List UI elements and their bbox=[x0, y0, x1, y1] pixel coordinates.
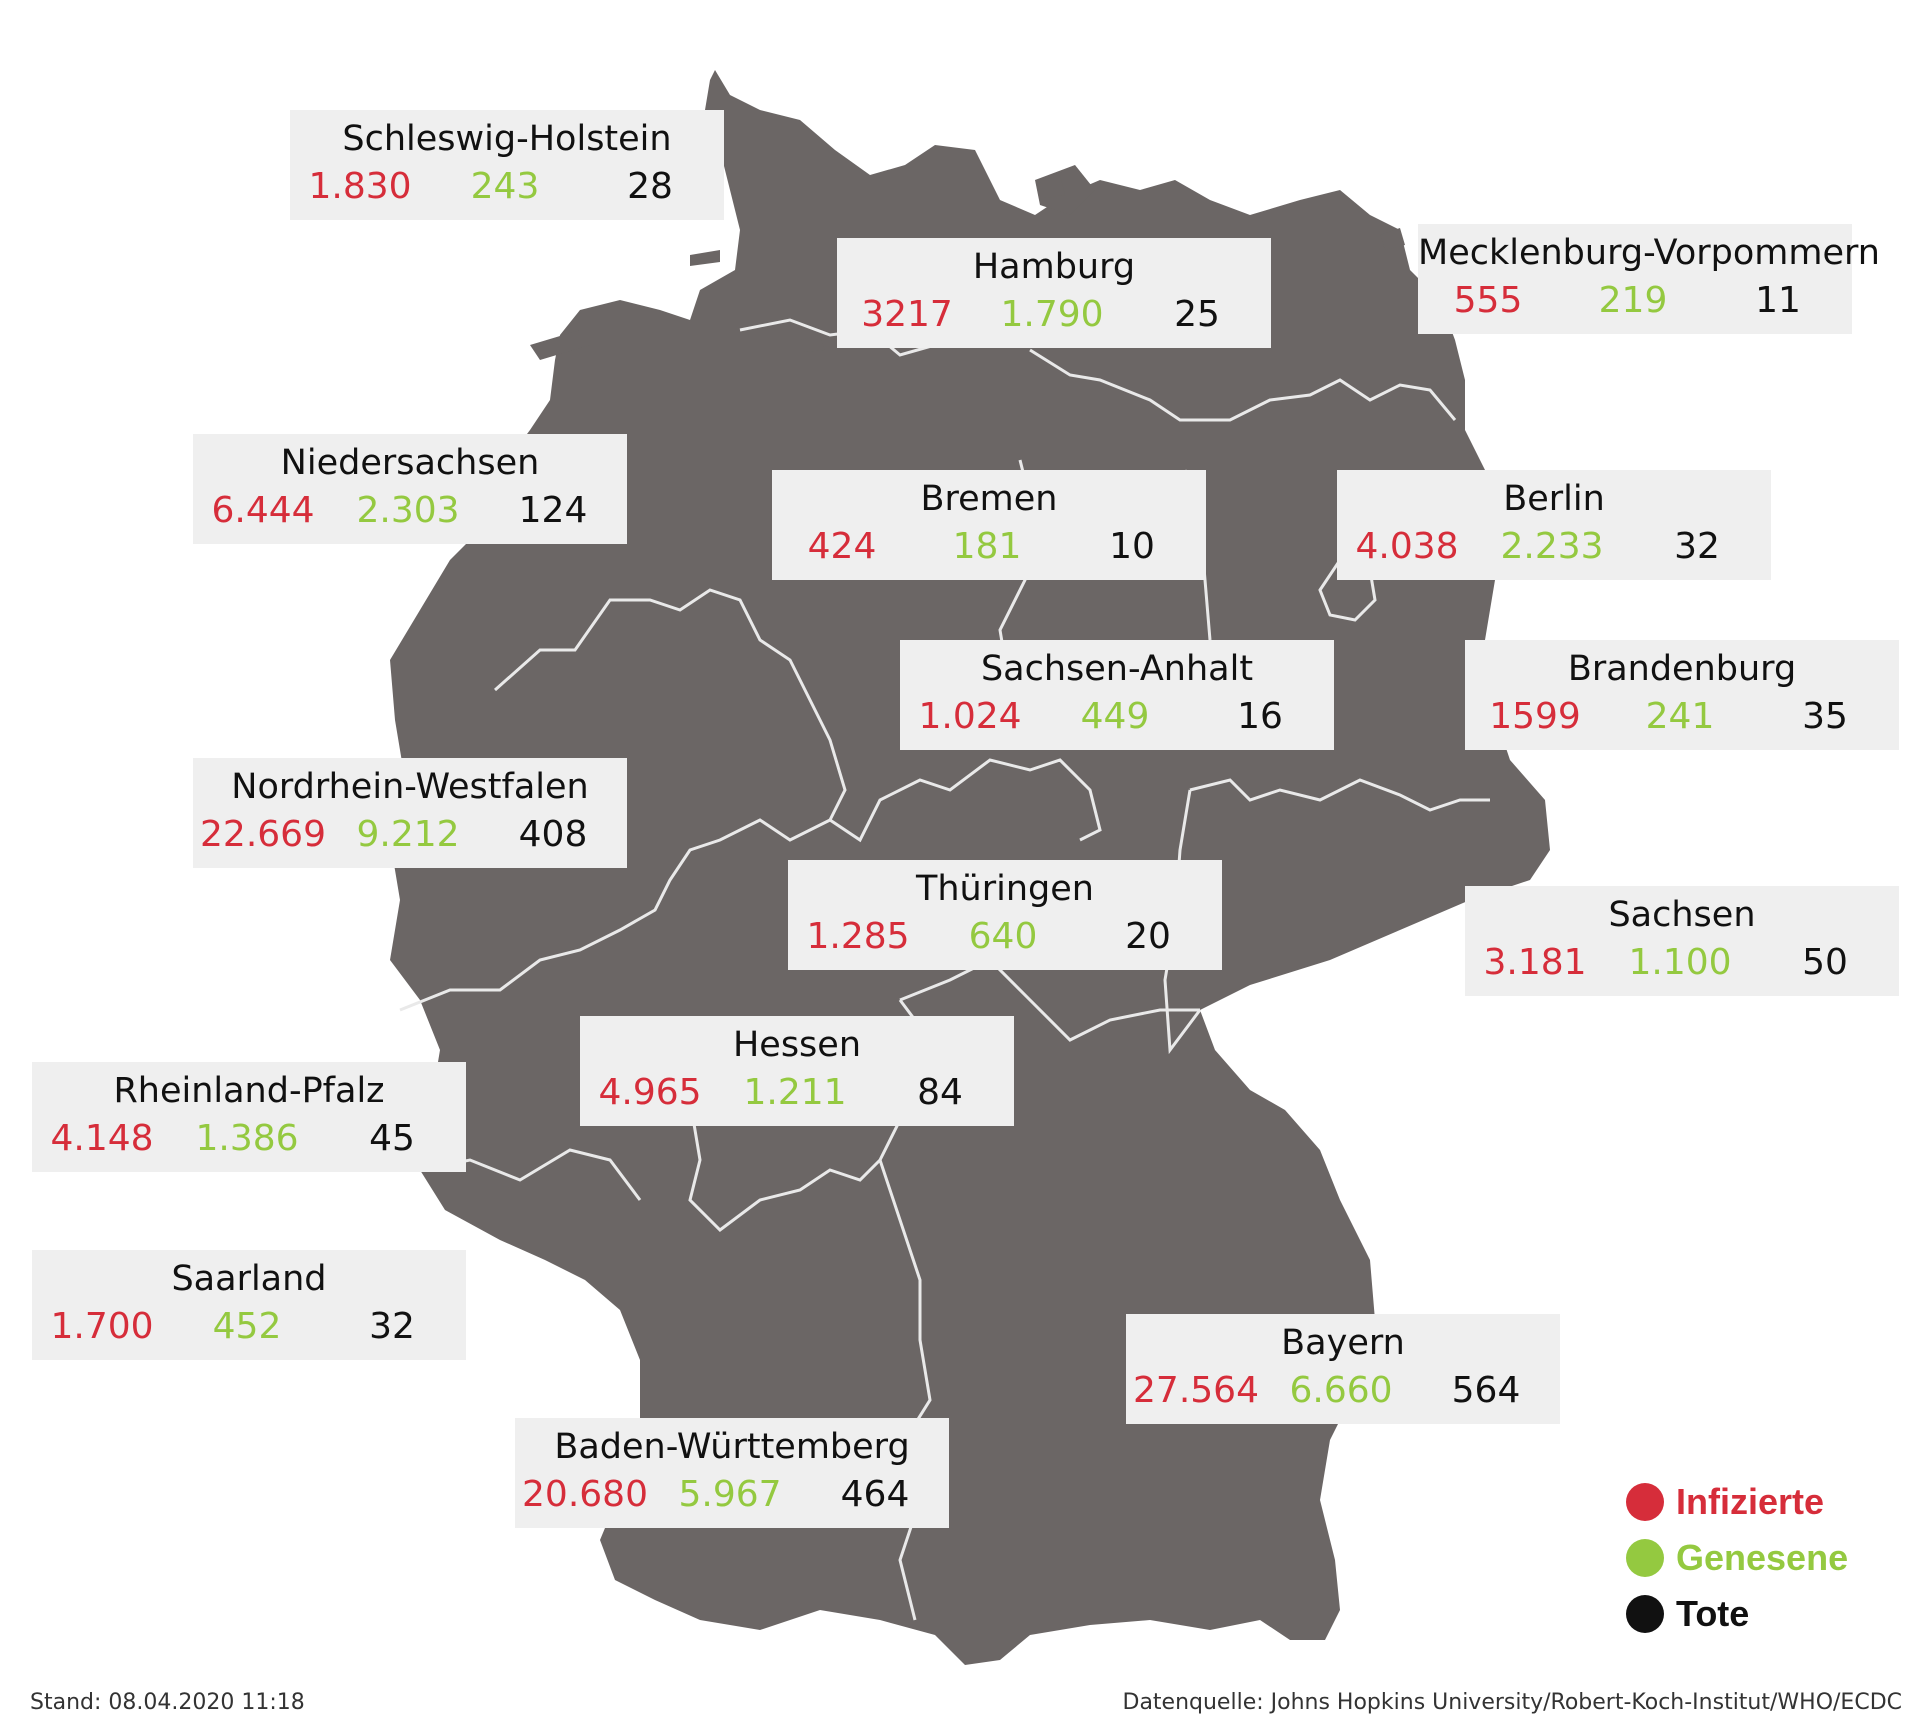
state-name: Berlin bbox=[1503, 479, 1605, 519]
state-label-bayern: Bayern 27.564 6.660 564 bbox=[1126, 1314, 1560, 1424]
state-label-sachsen-anhalt: Sachsen-Anhalt 1.024 449 16 bbox=[900, 640, 1334, 750]
state-name: Hamburg bbox=[972, 247, 1136, 287]
infected-count: 1599 bbox=[1489, 696, 1581, 737]
state-label-brandenburg: Brandenburg 1599 241 35 bbox=[1465, 640, 1899, 750]
infected-count: 1.024 bbox=[918, 696, 1022, 737]
recovered-count: 181 bbox=[952, 526, 1022, 567]
state-label-mecklenburg-vorpommern: Mecklenburg-Vorpommern 555 219 11 bbox=[1418, 224, 1880, 334]
state-label-thueringen: Thüringen 1.285 640 20 bbox=[788, 860, 1222, 970]
deaths-count: 25 bbox=[1174, 294, 1220, 335]
deaths-count: 28 bbox=[627, 166, 673, 207]
deaths-count: 50 bbox=[1802, 942, 1848, 983]
recovered-count: 1.211 bbox=[743, 1072, 847, 1113]
deaths-count: 11 bbox=[1755, 280, 1801, 321]
infected-count: 4.038 bbox=[1355, 526, 1459, 567]
legend: Infizierte Genesene Tote bbox=[1626, 1474, 1848, 1642]
legend-label: Infizierte bbox=[1676, 1481, 1825, 1522]
state-label-saarland: Saarland 1.700 452 32 bbox=[32, 1250, 466, 1360]
state-name: Rheinland-Pfalz bbox=[113, 1071, 385, 1111]
deaths-dot-icon bbox=[1626, 1595, 1664, 1633]
state-name: Baden-Württemberg bbox=[554, 1427, 910, 1467]
state-name: Sachsen bbox=[1608, 895, 1756, 935]
state-name: Sachsen-Anhalt bbox=[980, 649, 1254, 689]
deaths-count: 464 bbox=[840, 1474, 910, 1515]
state-name: Brandenburg bbox=[1567, 649, 1797, 689]
recovered-count: 452 bbox=[212, 1306, 282, 1347]
infected-count: 3217 bbox=[861, 294, 953, 335]
deaths-count: 45 bbox=[369, 1118, 415, 1159]
footer-source: Datenquelle: Johns Hopkins University/Ro… bbox=[1122, 1690, 1903, 1715]
recovered-count: 640 bbox=[968, 916, 1038, 957]
recovered-count: 5.967 bbox=[678, 1474, 782, 1515]
infected-count: 555 bbox=[1453, 280, 1523, 321]
state-label-berlin: Berlin 4.038 2.233 32 bbox=[1337, 470, 1771, 580]
state-label-nordrhein-westfalen: Nordrhein-Westfalen 22.669 9.212 408 bbox=[193, 758, 627, 868]
infected-dot-icon bbox=[1626, 1483, 1664, 1521]
state-label-schleswig-holstein: Schleswig-Holstein 1.830 243 28 bbox=[290, 110, 724, 220]
recovered-count: 1.790 bbox=[1000, 294, 1104, 335]
infected-count: 27.564 bbox=[1133, 1370, 1259, 1411]
recovered-count: 1.386 bbox=[195, 1118, 299, 1159]
infected-count: 1.830 bbox=[308, 166, 412, 207]
deaths-count: 564 bbox=[1451, 1370, 1521, 1411]
legend-item-recovered: Genesene bbox=[1626, 1530, 1848, 1586]
state-name: Thüringen bbox=[916, 869, 1094, 909]
state-name: Nordrhein-Westfalen bbox=[231, 767, 589, 807]
state-name: Niedersachsen bbox=[280, 443, 540, 483]
legend-label: Genesene bbox=[1676, 1537, 1849, 1578]
legend-label: Tote bbox=[1676, 1593, 1750, 1634]
state-name: Schleswig-Holstein bbox=[342, 119, 672, 159]
infected-count: 4.965 bbox=[598, 1072, 702, 1113]
deaths-count: 408 bbox=[518, 814, 588, 855]
state-label-bremen: Bremen 424 181 10 bbox=[772, 470, 1206, 580]
deaths-count: 16 bbox=[1237, 696, 1283, 737]
recovered-count: 2.233 bbox=[1500, 526, 1604, 567]
legend-item-infected: Infizierte bbox=[1626, 1474, 1848, 1530]
state-label-rheinland-pfalz: Rheinland-Pfalz 4.148 1.386 45 bbox=[32, 1062, 466, 1172]
infected-count: 3.181 bbox=[1483, 942, 1587, 983]
state-name: Bremen bbox=[920, 479, 1058, 519]
recovered-count: 2.303 bbox=[356, 490, 460, 531]
infected-count: 6.444 bbox=[211, 490, 315, 531]
recovered-count: 219 bbox=[1598, 280, 1668, 321]
state-label-sachsen: Sachsen 3.181 1.100 50 bbox=[1465, 886, 1899, 996]
infected-count: 1.285 bbox=[806, 916, 910, 957]
deaths-count: 10 bbox=[1109, 526, 1155, 567]
infected-count: 424 bbox=[807, 526, 877, 567]
state-name: Bayern bbox=[1281, 1323, 1405, 1363]
deaths-count: 32 bbox=[369, 1306, 415, 1347]
recovered-count: 241 bbox=[1645, 696, 1715, 737]
deaths-count: 35 bbox=[1802, 696, 1848, 737]
state-name: Hessen bbox=[732, 1025, 862, 1065]
deaths-count: 124 bbox=[518, 490, 588, 531]
legend-item-deaths: Tote bbox=[1626, 1586, 1848, 1642]
state-name: Saarland bbox=[171, 1259, 327, 1299]
state-name: Mecklenburg-Vorpommern bbox=[1418, 233, 1880, 273]
recovered-count: 6.660 bbox=[1289, 1370, 1393, 1411]
recovered-count: 9.212 bbox=[356, 814, 460, 855]
footer-date: Stand: 08.04.2020 11:18 bbox=[30, 1690, 305, 1715]
state-label-baden-wuerttemberg: Baden-Württemberg 20.680 5.967 464 bbox=[515, 1418, 949, 1528]
infected-count: 22.669 bbox=[200, 814, 326, 855]
recovered-count: 449 bbox=[1080, 696, 1150, 737]
deaths-count: 20 bbox=[1125, 916, 1171, 957]
infected-count: 1.700 bbox=[50, 1306, 154, 1347]
infected-count: 20.680 bbox=[522, 1474, 648, 1515]
recovered-dot-icon bbox=[1626, 1539, 1664, 1577]
state-label-hessen: Hessen 4.965 1.211 84 bbox=[580, 1016, 1014, 1126]
recovered-count: 243 bbox=[470, 166, 540, 207]
infected-count: 4.148 bbox=[50, 1118, 154, 1159]
state-label-niedersachsen: Niedersachsen 6.444 2.303 124 bbox=[193, 434, 627, 544]
state-label-hamburg: Hamburg 3217 1.790 25 bbox=[837, 238, 1271, 348]
deaths-count: 84 bbox=[917, 1072, 963, 1113]
recovered-count: 1.100 bbox=[1628, 942, 1732, 983]
deaths-count: 32 bbox=[1674, 526, 1720, 567]
